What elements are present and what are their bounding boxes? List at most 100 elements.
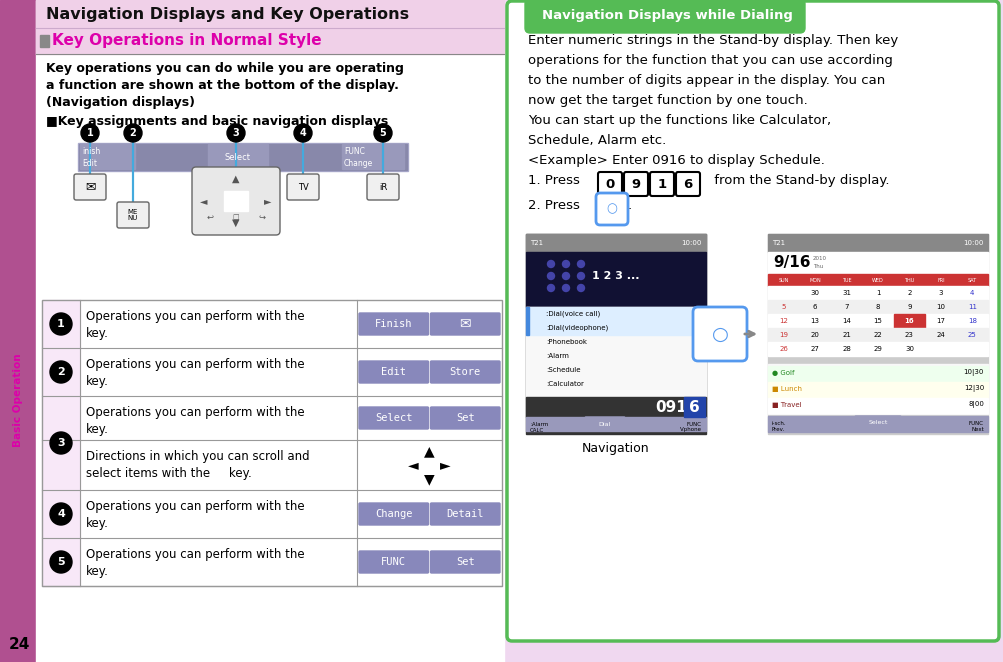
Text: 5: 5	[379, 128, 386, 138]
Circle shape	[577, 261, 584, 267]
Text: Operations you can perform with the: Operations you can perform with the	[86, 358, 304, 371]
Text: WED: WED	[872, 277, 883, 283]
Text: 10|30: 10|30	[963, 369, 983, 377]
FancyBboxPatch shape	[117, 202, 148, 228]
FancyBboxPatch shape	[585, 417, 625, 431]
Text: 8: 8	[875, 304, 880, 310]
Text: FUNC: FUNC	[686, 422, 701, 426]
Bar	[767, 416, 987, 432]
FancyBboxPatch shape	[192, 167, 280, 235]
Bar	[767, 252, 987, 274]
Text: 12: 12	[778, 318, 787, 324]
Text: 24: 24	[8, 637, 30, 652]
FancyBboxPatch shape	[430, 503, 499, 525]
Text: □: □	[233, 214, 239, 220]
Text: 0: 0	[605, 177, 614, 191]
Text: 5: 5	[780, 304, 785, 310]
Circle shape	[374, 124, 391, 142]
FancyBboxPatch shape	[525, 0, 804, 33]
Bar	[42, 300, 502, 586]
Text: 4: 4	[299, 128, 306, 138]
Bar	[342, 157, 403, 169]
Text: 27: 27	[809, 346, 818, 352]
Text: ● Golf: ● Golf	[771, 370, 793, 376]
Bar	[79, 144, 406, 170]
Text: ◄: ◄	[200, 196, 208, 206]
Text: from the Stand-by display.: from the Stand-by display.	[709, 174, 889, 187]
Bar	[342, 144, 403, 157]
FancyBboxPatch shape	[430, 551, 499, 573]
Text: Prev.: Prev.	[771, 427, 784, 432]
FancyBboxPatch shape	[359, 407, 428, 429]
Text: <Example> Enter 0916 to display Schedule.: <Example> Enter 0916 to display Schedule…	[528, 154, 824, 167]
Text: 6: 6	[688, 399, 699, 414]
Text: key.: key.	[86, 517, 108, 530]
Bar	[767, 342, 987, 356]
Text: 10: 10	[936, 304, 945, 310]
Text: a function are shown at the bottom of the display.: a function are shown at the bottom of th…	[46, 79, 398, 92]
Text: key.: key.	[86, 565, 108, 578]
FancyBboxPatch shape	[359, 361, 428, 383]
Text: FUNC: FUNC	[381, 557, 406, 567]
Text: Schedule, Alarm etc.: Schedule, Alarm etc.	[528, 134, 666, 147]
Bar	[526, 252, 705, 307]
Text: .: .	[627, 199, 632, 212]
Bar	[42, 396, 80, 440]
Text: ✉: ✉	[459, 317, 470, 331]
Text: THU: THU	[904, 277, 914, 283]
Text: Next: Next	[970, 427, 983, 432]
Text: 9: 9	[907, 304, 911, 310]
Text: key.: key.	[86, 423, 108, 436]
Text: Thu: Thu	[812, 263, 822, 269]
Text: Key operations you can do while you are operating: Key operations you can do while you are …	[46, 62, 403, 75]
Text: FRI: FRI	[936, 277, 944, 283]
Text: Detail: Detail	[446, 509, 483, 519]
Text: ►: ►	[264, 196, 272, 206]
FancyBboxPatch shape	[507, 1, 998, 641]
FancyBboxPatch shape	[675, 172, 699, 196]
Text: 2. Press: 2. Press	[528, 199, 580, 212]
Bar	[78, 143, 407, 171]
Bar	[36, 0, 504, 28]
Text: Navigation: Navigation	[582, 442, 649, 455]
Text: 9/16: 9/16	[772, 256, 809, 271]
Text: 1: 1	[86, 128, 93, 138]
Circle shape	[50, 313, 72, 335]
Text: You can start up the functions like Calculator,: You can start up the functions like Calc…	[528, 114, 830, 127]
FancyBboxPatch shape	[692, 307, 746, 361]
FancyBboxPatch shape	[430, 361, 499, 383]
Text: 8|00: 8|00	[967, 401, 983, 408]
Text: 1: 1	[57, 319, 65, 329]
Text: 25: 25	[967, 332, 976, 338]
FancyBboxPatch shape	[596, 193, 627, 225]
Text: 14: 14	[842, 318, 851, 324]
FancyBboxPatch shape	[855, 416, 900, 430]
Text: Edit: Edit	[82, 158, 97, 167]
Bar	[208, 144, 268, 170]
Text: :Schedule: :Schedule	[546, 367, 580, 373]
Text: 1. Press: 1. Press	[528, 174, 580, 187]
Text: 1: 1	[657, 177, 666, 191]
Circle shape	[562, 285, 569, 291]
Text: 4: 4	[969, 290, 974, 296]
Text: ○: ○	[711, 324, 728, 344]
Bar	[683, 397, 704, 417]
Text: Key Operations in Normal Style: Key Operations in Normal Style	[52, 34, 321, 48]
Bar	[526, 307, 705, 321]
Circle shape	[50, 551, 72, 573]
Text: now get the target function by one touch.: now get the target function by one touch…	[528, 94, 807, 107]
Text: :Alarm: :Alarm	[546, 353, 569, 359]
Bar	[526, 397, 705, 417]
FancyBboxPatch shape	[74, 174, 106, 200]
Text: Set: Set	[455, 413, 474, 423]
Text: 1: 1	[875, 290, 880, 296]
Text: Select: Select	[225, 152, 251, 162]
Bar	[0, 0, 36, 662]
Text: 3: 3	[57, 438, 65, 448]
Text: 20: 20	[809, 332, 818, 338]
Bar	[42, 348, 80, 396]
Circle shape	[547, 273, 554, 279]
Text: 3: 3	[233, 128, 239, 138]
Circle shape	[124, 124, 141, 142]
Text: select items with the     key.: select items with the key.	[86, 467, 252, 480]
